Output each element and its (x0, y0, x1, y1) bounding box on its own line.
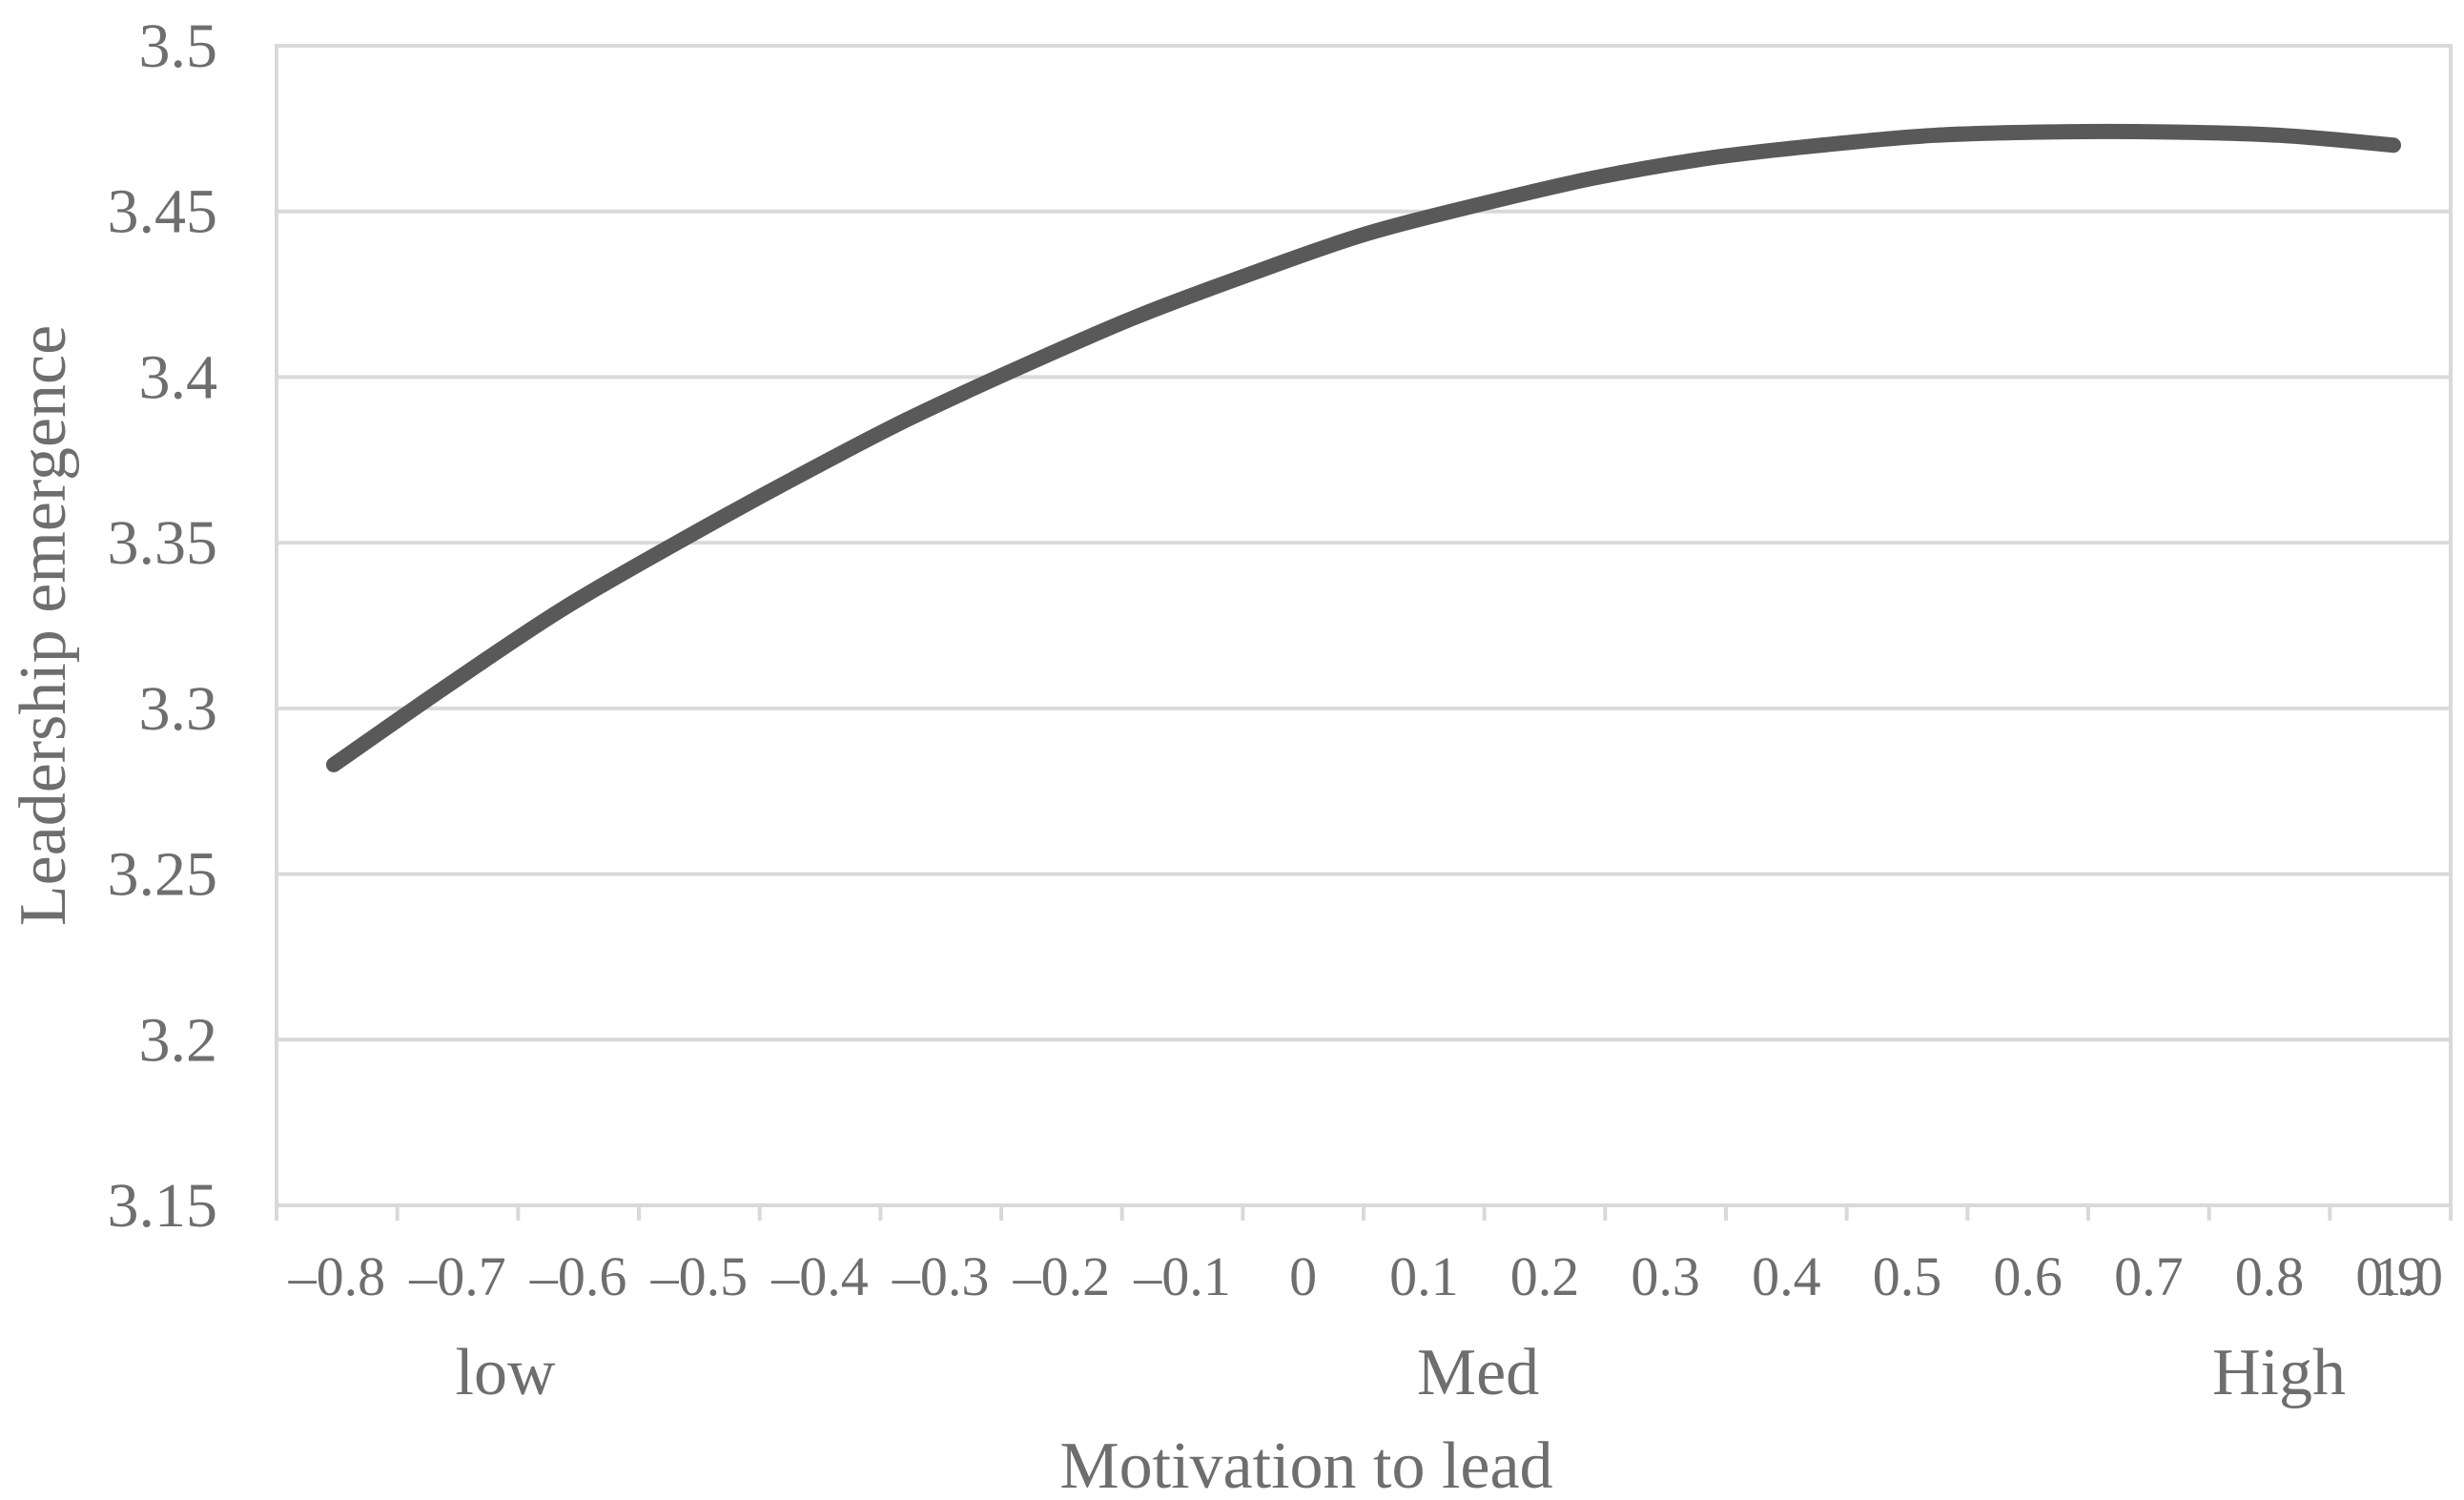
x-tick-label: –0.1 (1133, 1245, 1231, 1307)
y-tick-label: 3.25 (108, 840, 218, 910)
x-tick-label: 0.9 (2355, 1245, 2425, 1307)
x-tick-label: –0.7 (408, 1245, 506, 1307)
x-tick-label: 0.7 (2114, 1245, 2184, 1307)
x-tick-label: 0.1 (1389, 1245, 1459, 1307)
y-tick-label: 3.2 (139, 1005, 218, 1075)
series-lines (326, 123, 2401, 772)
x-group-label: High (2212, 1336, 2346, 1409)
x-tick-label: 0.4 (1752, 1245, 1821, 1307)
x-tick-label: 0.2 (1510, 1245, 1580, 1307)
x-group-label: low (456, 1336, 556, 1409)
x-tick-label: 0 (1289, 1245, 1317, 1307)
y-tick-label: 3.5 (139, 11, 218, 81)
x-tick-label: –0.8 (288, 1245, 386, 1307)
x-tick-label: 0.6 (1993, 1245, 2063, 1307)
y-axis: 3.15 3.2 3.25 3.3 3.35 3.4 3.45 3.5 (108, 11, 218, 1241)
x-tick-label: 1.0 (2374, 1245, 2444, 1307)
y-tick-label: 3.4 (139, 342, 218, 412)
x-tick-label: –0.2 (1013, 1245, 1111, 1307)
gridlines (277, 209, 2451, 1042)
x-group-label: Med (1417, 1336, 1539, 1409)
x-tick-label: –0.4 (770, 1245, 869, 1307)
y-tick-label: 3.3 (139, 674, 218, 744)
x-tick-label: –0.5 (650, 1245, 749, 1307)
x-group-labels: low Med High (456, 1336, 2347, 1409)
x-tick-label: –0.6 (529, 1245, 627, 1307)
series-line-0 (326, 123, 2401, 772)
y-tick-label: 3.15 (108, 1171, 218, 1241)
y-tick-label: 3.45 (108, 177, 218, 247)
x-tick-label: 0.5 (1873, 1245, 1942, 1307)
y-axis-title: Leadership emergence (7, 325, 80, 926)
x-axis: –0.8 –0.7 –0.6 –0.5 –0.4 –0.3 –0.2 –0.1 0 0.1 0.2 0… (275, 1205, 2453, 1307)
x-axis-title: Motivation to lead (1059, 1429, 1552, 1500)
plot-area (275, 44, 2453, 1207)
x-tick-label: 0.8 (2235, 1245, 2305, 1307)
x-tick-label: 0.3 (1631, 1245, 1700, 1307)
y-tick-label: 3.35 (108, 508, 218, 578)
x-tick-label: –0.3 (892, 1245, 990, 1307)
